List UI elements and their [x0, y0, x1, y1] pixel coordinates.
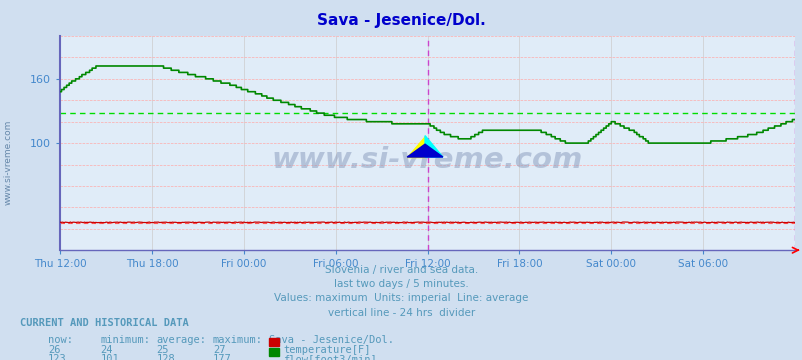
Text: Sava - Jesenice/Dol.: Sava - Jesenice/Dol.	[317, 13, 485, 28]
Text: 24: 24	[100, 345, 113, 355]
Text: Sava - Jesenice/Dol.: Sava - Jesenice/Dol.	[269, 335, 394, 345]
Text: vertical line - 24 hrs  divider: vertical line - 24 hrs divider	[327, 308, 475, 318]
Text: 128: 128	[156, 354, 175, 360]
Text: temperature[F]: temperature[F]	[283, 345, 371, 355]
Text: 25: 25	[156, 345, 169, 355]
Text: Values: maximum  Units: imperial  Line: average: Values: maximum Units: imperial Line: av…	[274, 293, 528, 303]
Polygon shape	[407, 144, 443, 157]
Text: Slovenia / river and sea data.: Slovenia / river and sea data.	[325, 265, 477, 275]
Text: www.si-vreme.com: www.si-vreme.com	[272, 146, 582, 174]
Text: last two days / 5 minutes.: last two days / 5 minutes.	[334, 279, 468, 289]
Text: flow[foot3/min]: flow[foot3/min]	[283, 354, 377, 360]
Text: www.si-vreme.com: www.si-vreme.com	[3, 119, 13, 205]
Text: 123: 123	[48, 354, 67, 360]
Polygon shape	[407, 136, 424, 157]
Polygon shape	[424, 136, 443, 157]
Text: minimum:: minimum:	[100, 335, 150, 345]
Text: 27: 27	[213, 345, 225, 355]
Text: CURRENT AND HISTORICAL DATA: CURRENT AND HISTORICAL DATA	[20, 318, 188, 328]
Text: average:: average:	[156, 335, 206, 345]
Text: 101: 101	[100, 354, 119, 360]
Text: maximum:: maximum:	[213, 335, 262, 345]
Text: 177: 177	[213, 354, 231, 360]
Text: 26: 26	[48, 345, 61, 355]
Text: now:: now:	[48, 335, 73, 345]
